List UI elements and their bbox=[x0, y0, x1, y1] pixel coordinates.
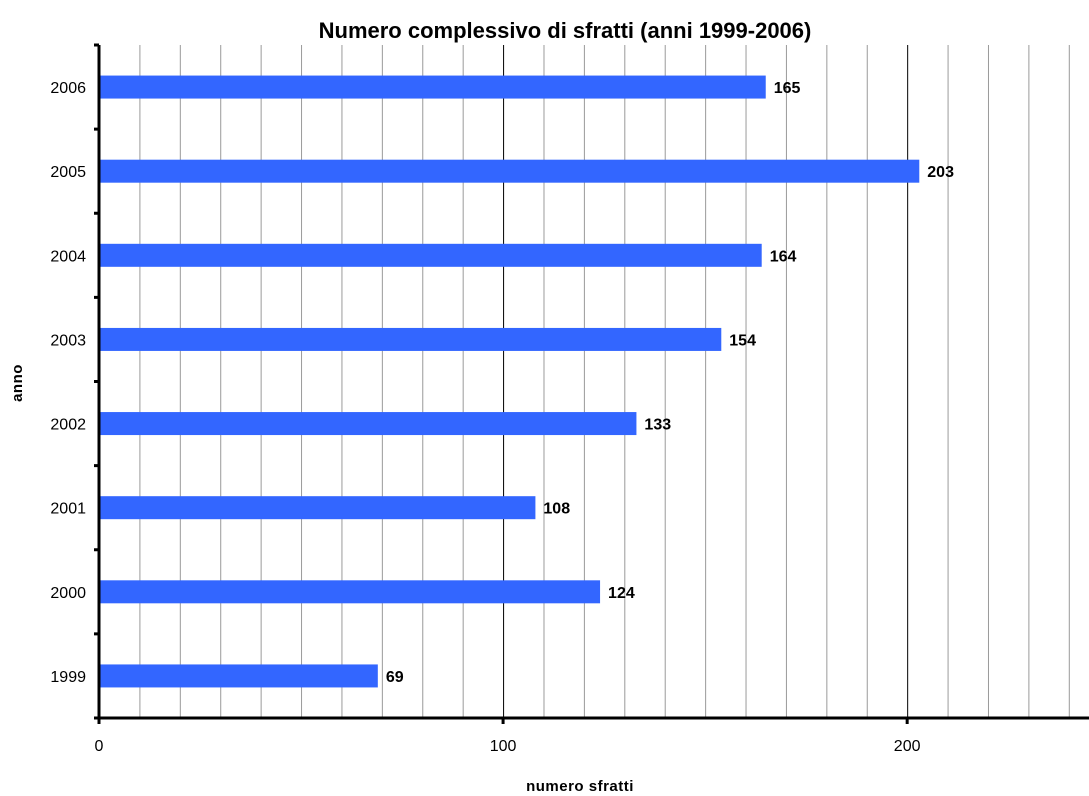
bar-2005 bbox=[100, 159, 920, 183]
y-axis-label: anno bbox=[9, 364, 26, 402]
x-tick-label-200: 200 bbox=[894, 738, 921, 755]
grid bbox=[139, 45, 1070, 718]
y-tick-label-2001: 2001 bbox=[50, 501, 86, 518]
bar-2004 bbox=[100, 243, 762, 267]
bars bbox=[100, 75, 920, 688]
bar-2006 bbox=[100, 75, 766, 99]
y-tick-label-2000: 2000 bbox=[50, 585, 86, 602]
data-label-2003: 154 bbox=[729, 332, 756, 349]
bar-2001 bbox=[100, 496, 536, 520]
x-axis-label: numero sfratti bbox=[526, 778, 634, 795]
bar-2000 bbox=[100, 580, 601, 604]
x-tick-label-0: 0 bbox=[95, 738, 104, 755]
data-label-2004: 164 bbox=[770, 248, 797, 265]
x-tick-label-100: 100 bbox=[490, 738, 517, 755]
bar-2002 bbox=[100, 412, 637, 436]
data-label-2005: 203 bbox=[927, 164, 954, 181]
data-label-2006: 165 bbox=[774, 80, 801, 97]
bar-2003 bbox=[100, 327, 722, 351]
y-tick-label-2004: 2004 bbox=[50, 248, 86, 265]
bar-1999 bbox=[100, 664, 378, 688]
data-label-2000: 124 bbox=[608, 585, 635, 602]
data-labels: 165 203 164 154 133 108 124 69 bbox=[386, 80, 954, 686]
data-label-1999: 69 bbox=[386, 669, 404, 686]
axes bbox=[94, 43, 1089, 724]
y-tick-label-2006: 2006 bbox=[50, 80, 86, 97]
y-tick-label-1999: 1999 bbox=[50, 669, 86, 686]
y-tick-label-2003: 2003 bbox=[50, 332, 86, 349]
y-tick-label-2002: 2002 bbox=[50, 417, 86, 434]
data-label-2002: 133 bbox=[644, 417, 671, 434]
tick-labels: 2006 2005 2004 2003 2002 2001 2000 1999 0 100 200 bbox=[50, 80, 920, 755]
y-tick-label-2005: 2005 bbox=[50, 164, 86, 181]
chart-title: Numero complessivo di sfratti (anni 1999… bbox=[319, 18, 812, 43]
data-label-2001: 108 bbox=[543, 501, 570, 518]
